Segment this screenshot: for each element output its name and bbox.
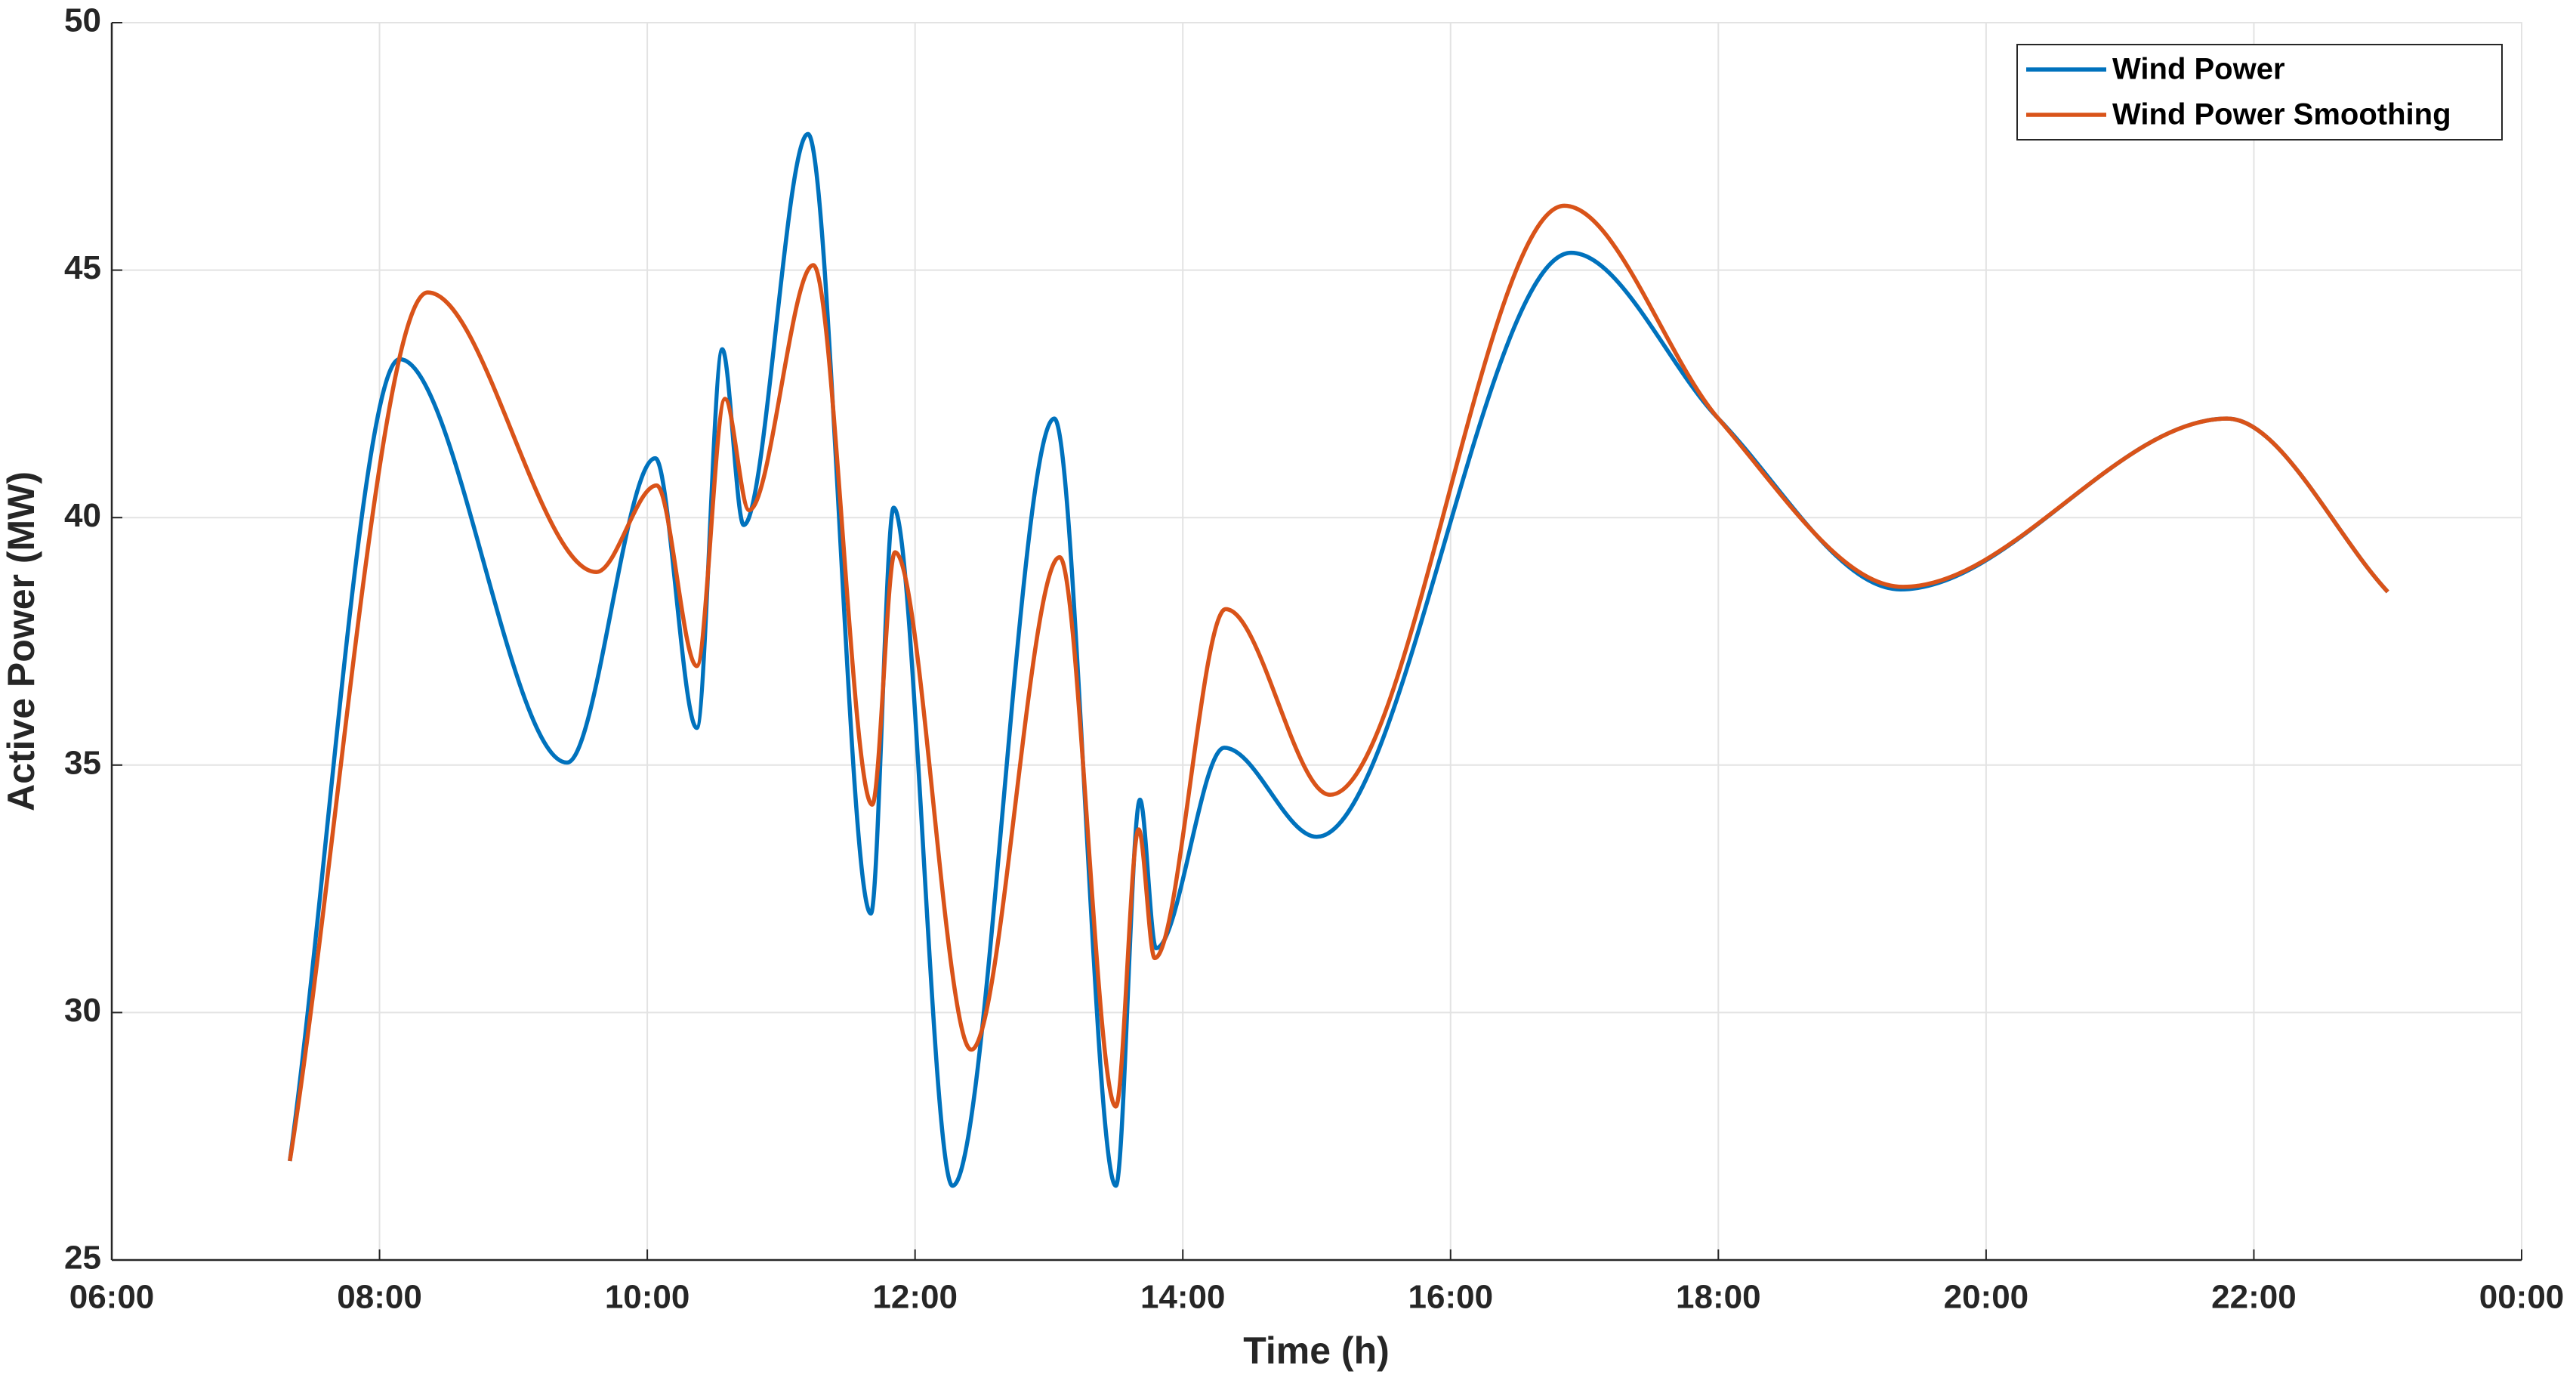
- legend-box: [2016, 44, 2503, 141]
- plot-area: [111, 22, 2522, 1261]
- x-tick-label: 08:00: [337, 1279, 422, 1316]
- x-tick-label: 22:00: [2211, 1279, 2297, 1316]
- x-tick-label: 00:00: [2479, 1279, 2565, 1316]
- x-tick-label: 18:00: [1676, 1279, 1761, 1316]
- x-tick-label: 20:00: [1944, 1279, 2029, 1316]
- y-tick-label: 25: [64, 1240, 101, 1277]
- y-tick-label: 45: [64, 249, 101, 286]
- x-axis-label: Time (h): [1243, 1330, 1390, 1372]
- y-tick-label: 30: [64, 992, 101, 1029]
- y-tick-label: 35: [64, 744, 101, 781]
- legend-label: Wind Power Smoothing: [2112, 98, 2451, 131]
- legend-label: Wind Power: [2112, 53, 2285, 86]
- line: [288, 131, 2389, 1188]
- x-tick-label: 16:00: [1408, 1279, 1494, 1316]
- y-tick-label: 40: [64, 497, 101, 534]
- y-tick-label: 50: [64, 2, 101, 39]
- x-tick-label: 12:00: [872, 1279, 958, 1316]
- x-tick-label: 06:00: [69, 1279, 155, 1316]
- line: [288, 203, 2389, 1162]
- x-tick-label: 10:00: [605, 1279, 690, 1316]
- y-axis-label: Active Power (MW): [0, 471, 42, 811]
- x-tick-label: 14:00: [1140, 1279, 1226, 1316]
